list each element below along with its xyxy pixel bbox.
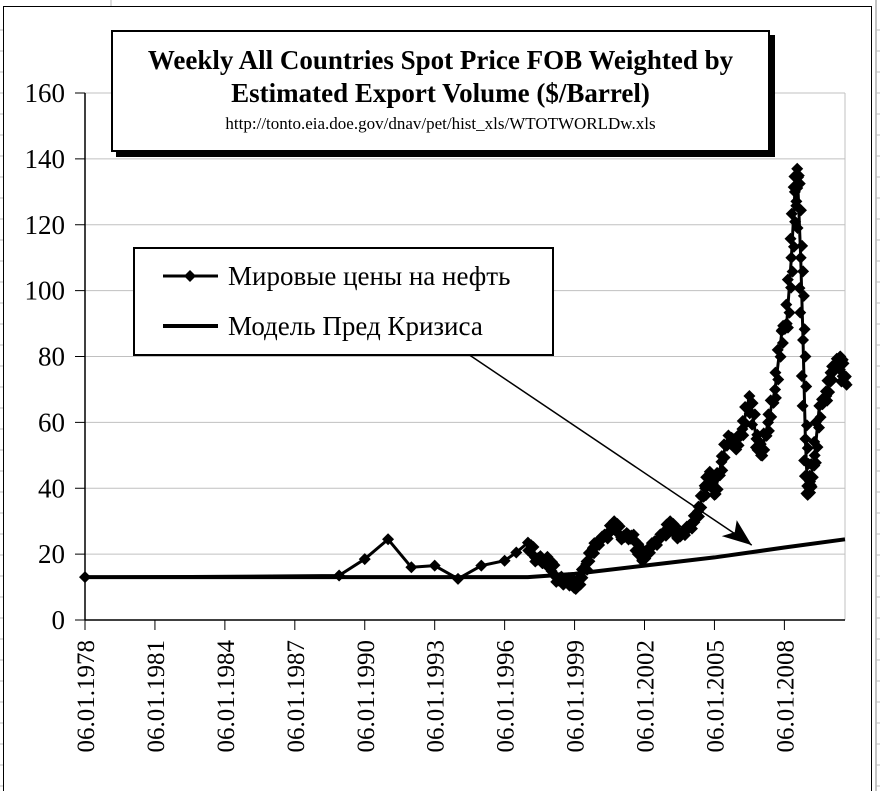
y-tick-label: 160 — [25, 78, 66, 108]
x-tick-label: 06.01.1987 — [283, 640, 310, 753]
x-tick-label: 06.01.1978 — [73, 640, 100, 753]
legend-item-world-price: Мировые цены на нефть — [163, 261, 510, 291]
data-point — [452, 572, 465, 585]
chart-title: Weekly All Countries Spot Price FOB Weig… — [147, 45, 734, 108]
data-point — [746, 397, 759, 410]
data-point — [796, 399, 809, 412]
data-point — [800, 380, 813, 393]
legend-label: Модель Пред Кризиса — [228, 310, 483, 341]
data-point — [839, 376, 851, 389]
x-tick-label: 06.01.1981 — [143, 640, 170, 753]
y-tick-label: 60 — [38, 407, 65, 437]
data-point — [762, 408, 775, 421]
data-point — [797, 289, 810, 302]
y-tick-label: 20 — [38, 539, 65, 569]
data-point — [573, 571, 586, 584]
y-tick-label: 100 — [25, 276, 66, 306]
legend-marker-diamond-line — [163, 270, 218, 282]
data-point — [785, 251, 798, 264]
data-point — [780, 298, 793, 311]
data-point — [580, 555, 593, 568]
legend-label: Мировые цены на нефть — [228, 260, 511, 291]
data-point — [692, 500, 705, 513]
data-point — [784, 232, 797, 245]
y-tick-label: 140 — [25, 144, 66, 174]
annotation-arrow — [464, 351, 753, 546]
data-point — [798, 323, 811, 336]
chart-subtitle: http://tonto.eia.doe.gov/dnav/pet/hist_x… — [225, 114, 656, 133]
data-point — [769, 391, 782, 404]
x-tick-label: 06.01.1993 — [423, 640, 450, 753]
data-point — [790, 195, 803, 208]
data-point — [729, 439, 742, 452]
data-point — [799, 350, 812, 363]
data-point — [780, 317, 793, 330]
data-point — [769, 383, 782, 396]
data-point — [797, 265, 810, 278]
data-point — [475, 559, 488, 572]
x-tick-label: 06.01.1990 — [353, 640, 380, 753]
data-point — [808, 435, 821, 448]
data-point — [794, 306, 807, 319]
x-tick-label: 06.01.1999 — [563, 640, 590, 753]
data-point — [769, 366, 782, 379]
data-point — [715, 450, 728, 463]
data-point — [814, 411, 827, 424]
data-point — [795, 369, 808, 382]
data-point — [708, 480, 721, 493]
data-point — [736, 414, 749, 427]
x-tick-label: 06.01.2002 — [633, 640, 660, 753]
legend: Мировые цены на нефть Модель Пред Кризис… — [133, 247, 554, 356]
annotation-arrowhead — [721, 520, 752, 546]
legend-item-model: Модель Пред Кризиса — [163, 311, 483, 341]
data-point — [794, 251, 807, 264]
x-tick-label: 06.01.1996 — [493, 640, 520, 753]
data-point — [809, 456, 822, 469]
y-tick-label: 0 — [52, 605, 66, 635]
x-tick-label: 06.01.2005 — [702, 640, 729, 753]
data-point — [79, 571, 91, 584]
data-point — [786, 265, 799, 278]
y-tick-label: 120 — [25, 210, 66, 240]
data-point — [819, 385, 832, 398]
legend-marker-line — [163, 324, 218, 328]
chart-frame — [3, 6, 872, 791]
series-line-world-price — [84, 167, 847, 589]
data-point — [358, 553, 371, 566]
y-tick-label: 40 — [38, 473, 65, 503]
x-tick-label: 06.01.1984 — [213, 640, 240, 753]
data-point — [748, 408, 761, 421]
data-point — [762, 424, 775, 437]
data-point — [785, 207, 798, 220]
series-line-model — [85, 537, 846, 580]
data-point — [771, 343, 784, 356]
data-point — [776, 337, 789, 350]
data-point — [781, 273, 794, 286]
data-point — [510, 546, 523, 559]
data-point — [797, 334, 810, 347]
y-tick-label: 80 — [38, 342, 65, 372]
data-point — [333, 569, 346, 582]
data-point — [796, 239, 809, 252]
data-point — [699, 489, 712, 502]
data-point — [801, 442, 814, 455]
data-point — [755, 441, 768, 454]
data-point — [791, 162, 804, 175]
chart-title-box: Weekly All Countries Spot Price FOB Weig… — [111, 30, 770, 152]
data-point — [803, 469, 816, 482]
data-point — [791, 222, 804, 235]
x-tick-label: 06.01.2008 — [772, 640, 799, 753]
data-point — [716, 464, 729, 477]
data-point — [428, 559, 441, 572]
data-point — [382, 533, 395, 546]
data-point — [405, 561, 418, 574]
data-point — [794, 204, 807, 217]
data-point — [498, 554, 511, 567]
data-point — [793, 177, 806, 190]
data-point — [746, 418, 759, 431]
data-point — [793, 282, 806, 295]
